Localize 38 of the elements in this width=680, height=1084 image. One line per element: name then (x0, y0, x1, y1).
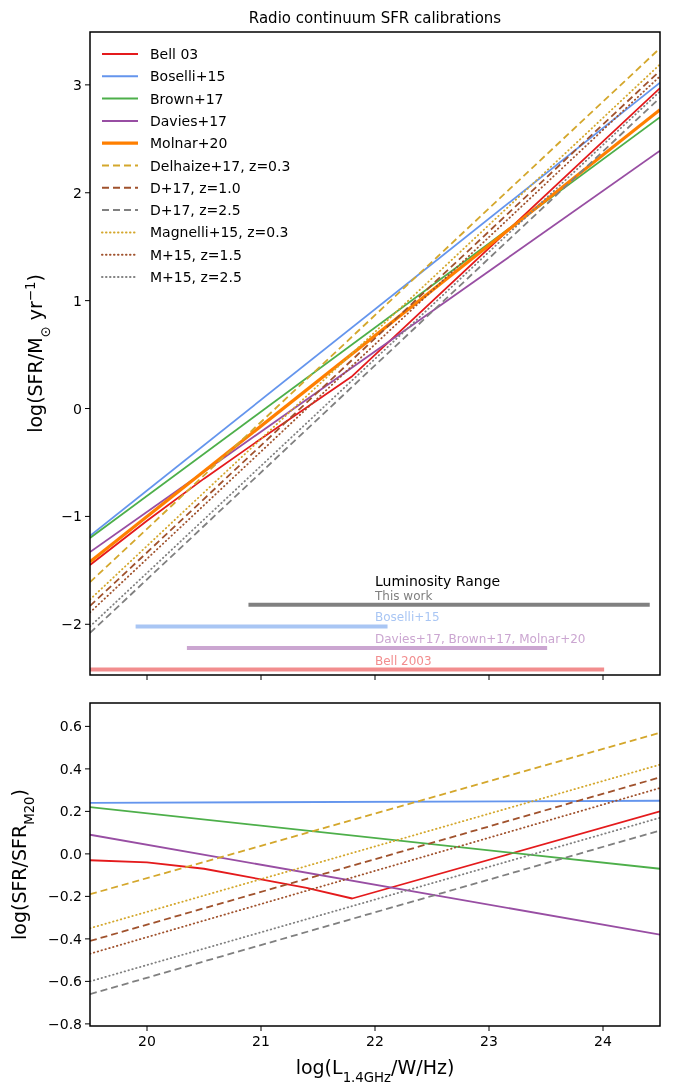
series-label: Davies+17, Brown+17, Molnar+20 (375, 632, 586, 647)
legend-label: Delhaize+17, z=0.3 (150, 157, 291, 174)
line-series (90, 810, 660, 900)
series-label: This work (374, 588, 433, 603)
x-tick-label: 23 (480, 1033, 498, 1049)
x-tick-label: 24 (594, 1033, 612, 1049)
legend-label: Molnar+20 (150, 135, 228, 152)
y-tick-label: 0 (73, 400, 82, 417)
y-tick-label: −1 (61, 508, 82, 525)
series-label: Boselli+15 (375, 610, 440, 625)
y-tick-label: −0.6 (48, 973, 83, 990)
legend-label: Magnelli+15, z=0.3 (150, 224, 289, 241)
annotation: Luminosity Range (375, 572, 501, 589)
legend-label: D+17, z=1.0 (150, 179, 241, 196)
legend-label: Davies+17 (150, 112, 227, 129)
chart-title: Radio continuum SFR calibrations (248, 9, 502, 27)
series-label: Bell 2003 (375, 653, 432, 668)
legend-label: M+15, z=1.5 (150, 246, 242, 263)
legend-label: Bell 03 (150, 46, 199, 62)
y-tick-label: 0.4 (59, 760, 83, 777)
y-tick-label: −0.4 (48, 930, 83, 947)
y-tick-label: 0.0 (59, 845, 82, 862)
y-tick-label: −2 (61, 616, 82, 633)
legend-label: Boselli+15 (150, 68, 226, 85)
y-tick-label: 3 (73, 76, 82, 93)
legend-label: D+17, z=2.5 (150, 202, 241, 219)
y-tick-label: −0.2 (48, 888, 82, 905)
y-tick-label: 0.2 (59, 803, 82, 820)
x-tick-label: 22 (366, 1033, 384, 1049)
x-tick-label: 20 (138, 1033, 156, 1049)
x-axis-title: log(L$_{1.4GHz}$/W/Hz) (295, 1056, 455, 1084)
legend-label: Brown+17 (150, 90, 224, 107)
y-tick-label: 0.6 (59, 718, 83, 735)
y-tick-label: 1 (73, 292, 82, 309)
x-tick-label: 21 (252, 1033, 270, 1049)
y-tick-label: 2 (73, 184, 82, 201)
y-tick-label: −0.8 (48, 1015, 82, 1032)
legend-label: M+15, z=2.5 (150, 269, 242, 285)
